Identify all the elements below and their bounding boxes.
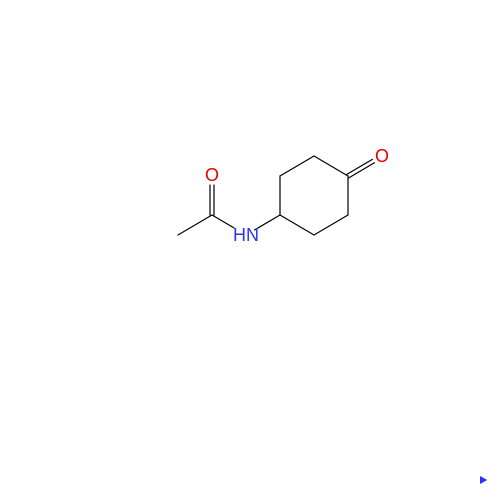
play-icon[interactable] <box>480 476 487 484</box>
atom-label-o1: O <box>205 165 219 185</box>
atom-label-n4: HN <box>233 225 259 245</box>
molecule-diagram: O HN O <box>0 0 500 500</box>
atom-label-o11: O <box>375 146 389 166</box>
